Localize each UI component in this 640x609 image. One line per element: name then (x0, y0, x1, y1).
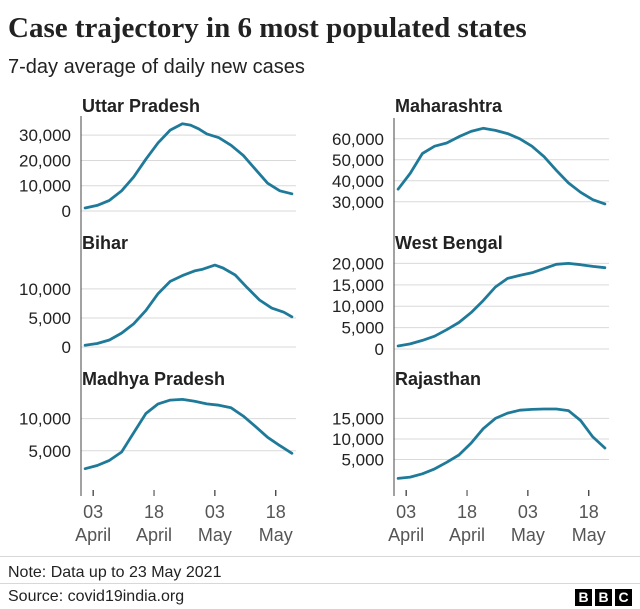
y-tick-label: 10,000 (19, 410, 71, 429)
y-tick-label: 5,000 (28, 309, 71, 328)
y-tick-label: 30,000 (19, 126, 71, 145)
y-tick-label: 15,000 (332, 409, 384, 428)
x-tick-label: 03 (83, 502, 103, 522)
x-tick-label: 03 (205, 502, 225, 522)
x-tick-label: May (198, 525, 232, 545)
source-credit: Source: covid19india.org (8, 588, 185, 605)
panel-title: Uttar Pradesh (82, 96, 200, 116)
panel-title: Maharashtra (395, 96, 503, 116)
x-tick-label: 18 (457, 502, 477, 522)
bbc-logo: B B C (575, 589, 632, 606)
panel-title: Madhya Pradesh (82, 369, 225, 389)
chart-title: Case trajectory in 6 most populated stat… (8, 12, 527, 44)
chart-subtitle: 7-day average of daily new cases (8, 56, 305, 78)
footnote: Note: Data up to 23 May 2021 (8, 564, 222, 581)
y-tick-label: 0 (62, 202, 71, 221)
x-tick-label: May (259, 525, 293, 545)
y-tick-label: 50,000 (332, 151, 384, 170)
y-tick-label: 30,000 (332, 193, 384, 212)
y-tick-label: 5,000 (341, 450, 384, 469)
x-tick-label: 03 (518, 502, 538, 522)
bbc-logo-block-1: B (575, 589, 592, 606)
bbc-logo-block-2: B (595, 589, 612, 606)
y-tick-label: 20,000 (19, 151, 71, 170)
series-line (396, 262, 607, 348)
panel-title: West Bengal (395, 233, 503, 253)
x-tick-label: April (75, 525, 111, 545)
y-tick-label: 60,000 (332, 130, 384, 149)
x-tick-label: May (572, 525, 606, 545)
y-tick-label: 10,000 (19, 280, 71, 299)
x-tick-label: 18 (144, 502, 164, 522)
y-tick-label: 0 (375, 340, 384, 359)
y-tick-label: 15,000 (332, 276, 384, 295)
x-tick-label: April (449, 525, 485, 545)
x-tick-label: 18 (266, 502, 286, 522)
bbc-logo-block-3: C (615, 589, 632, 606)
footer-divider (0, 583, 640, 584)
y-tick-label: 0 (62, 338, 71, 357)
x-tick-label: 18 (579, 502, 599, 522)
y-tick-label: 10,000 (332, 430, 384, 449)
x-tick-label: 03 (396, 502, 416, 522)
series-line (83, 398, 294, 471)
series-line (83, 122, 294, 210)
y-tick-label: 20,000 (332, 254, 384, 273)
y-tick-label: 10,000 (332, 297, 384, 316)
y-tick-label: 10,000 (19, 177, 71, 196)
x-tick-label: April (388, 525, 424, 545)
panel-title: Bihar (82, 233, 128, 253)
panel-title: Rajasthan (395, 369, 481, 389)
series-line (396, 126, 607, 206)
footer-divider-top (0, 556, 640, 557)
series-line (396, 407, 607, 480)
y-tick-label: 5,000 (341, 319, 384, 338)
x-tick-label: May (511, 525, 545, 545)
series-line (83, 263, 294, 347)
x-tick-label: April (136, 525, 172, 545)
y-tick-label: 40,000 (332, 172, 384, 191)
y-tick-label: 5,000 (28, 442, 71, 461)
